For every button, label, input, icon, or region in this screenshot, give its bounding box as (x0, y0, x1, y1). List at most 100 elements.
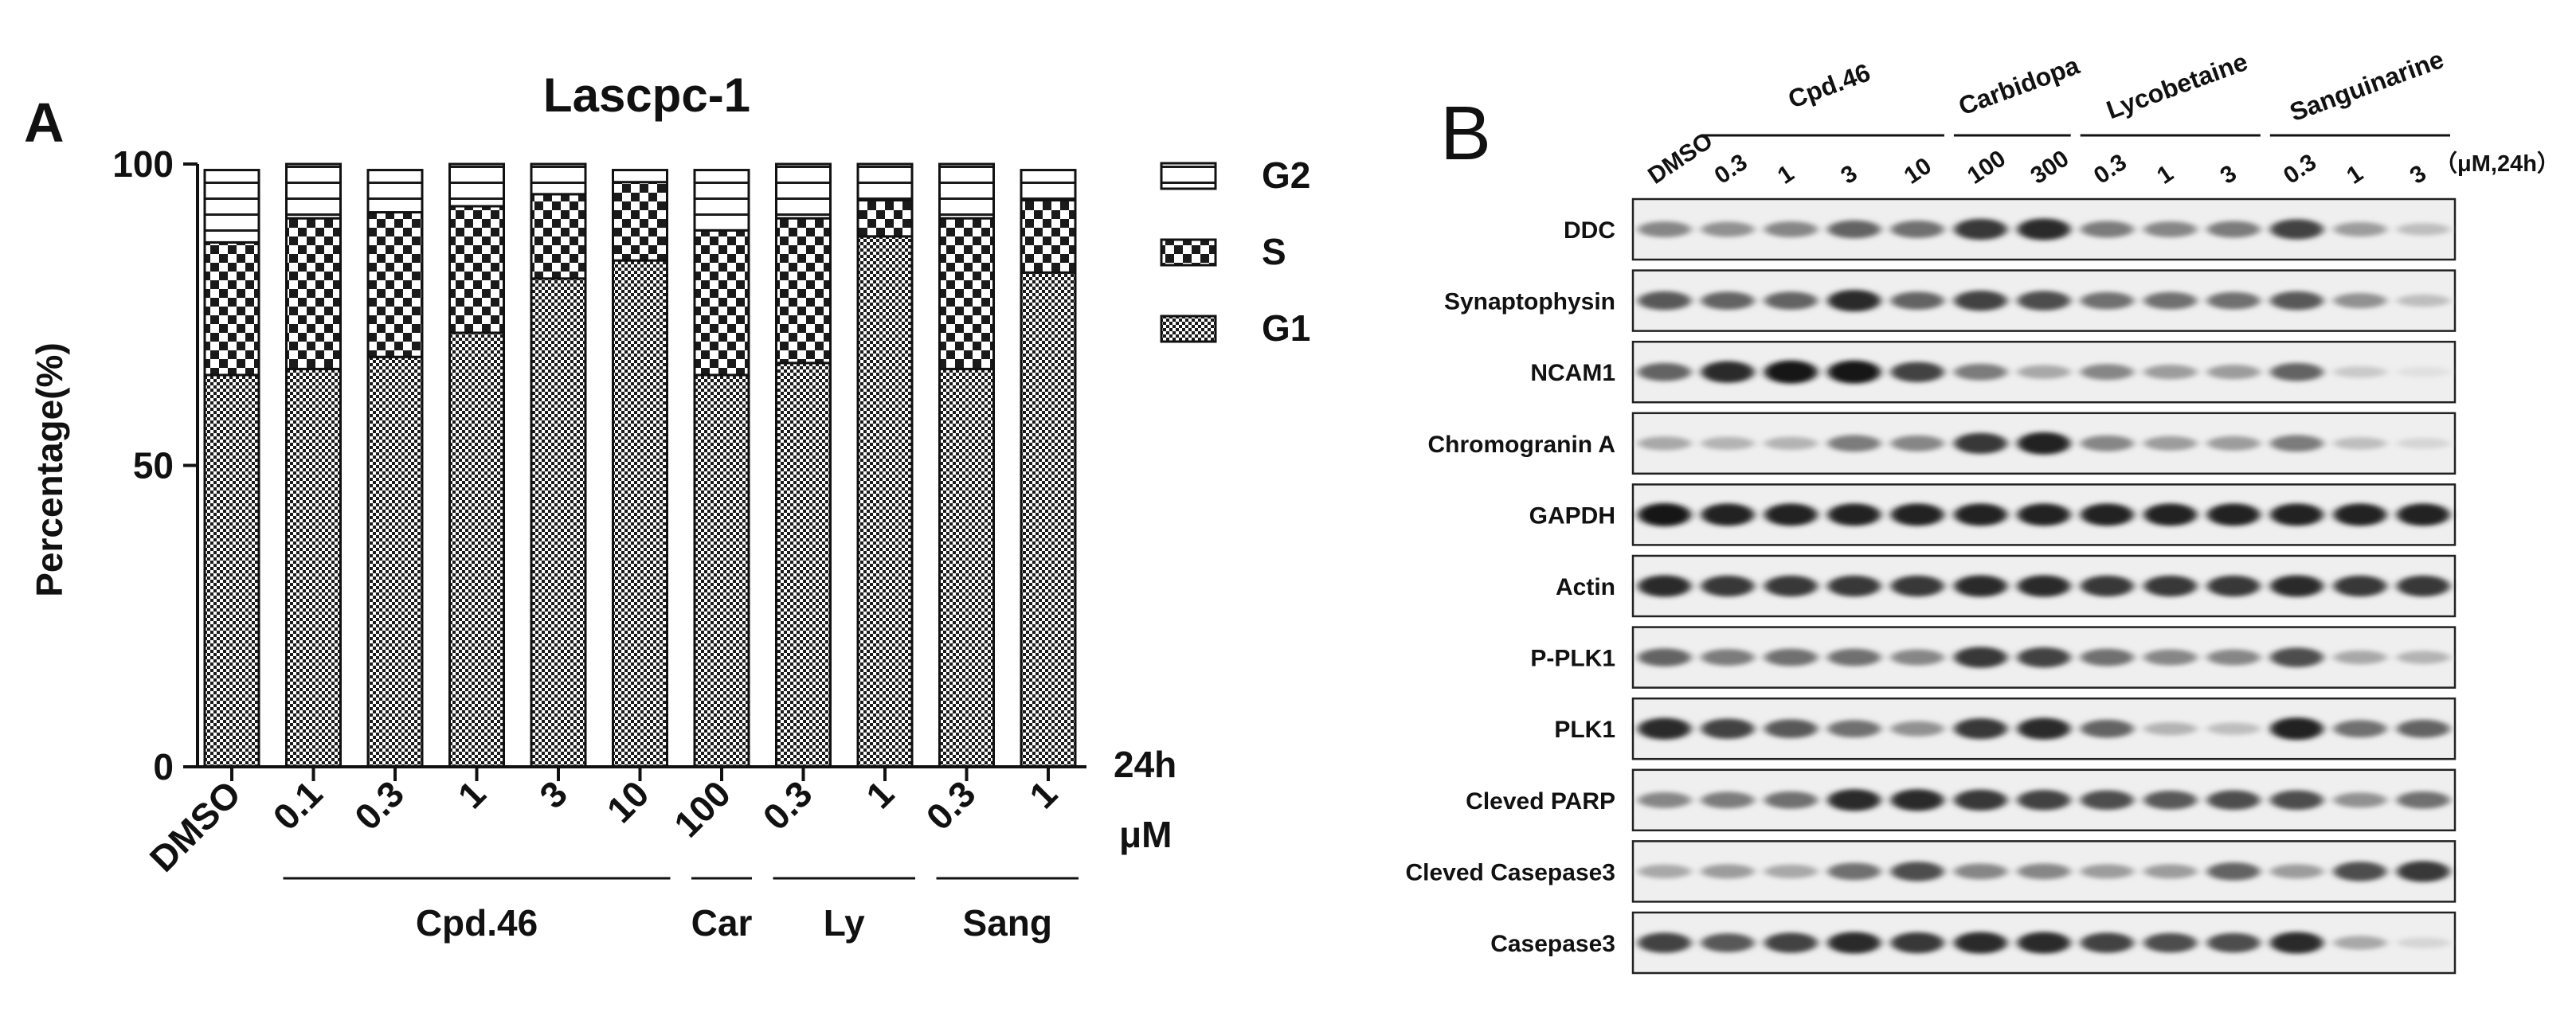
unit-label: μM (1119, 814, 1172, 855)
blot-band (2333, 575, 2387, 597)
blot-band (2206, 862, 2261, 881)
blot-band (2143, 503, 2198, 526)
blot-band (1638, 791, 1692, 808)
legend: G2 S G1 (1160, 154, 1310, 349)
blot-row: Actin (1556, 554, 2457, 618)
blot-band (2270, 219, 2323, 240)
blot-unit-label: （μM,24h） (2434, 150, 2560, 177)
blot-band (1764, 791, 1818, 809)
blot-band (1701, 575, 1755, 597)
bar-g1 (366, 355, 424, 768)
blot-band (2206, 575, 2261, 597)
blot-band (2081, 719, 2134, 738)
bar-g1 (1020, 271, 1077, 768)
x-tick-label: 1 (450, 772, 494, 816)
blot-band (2270, 575, 2323, 597)
blot-band (2206, 221, 2261, 238)
blot-band (2396, 437, 2450, 449)
bar-g1 (775, 362, 832, 768)
blot-band (1954, 863, 2007, 880)
blot-band (1827, 575, 1881, 597)
blot-label: Synaptophysin (1444, 289, 1615, 315)
blot-band (1701, 864, 1755, 879)
blot-band (1827, 648, 1881, 666)
blot-row: DDC (1564, 197, 2457, 261)
blot-band (2017, 932, 2071, 954)
blot-band (2081, 790, 2134, 811)
blot-band (1954, 218, 2007, 240)
blot-band (1827, 720, 1881, 738)
blot-band (1764, 719, 1818, 739)
bar-g2 (612, 169, 668, 184)
blot-band (2017, 365, 2071, 379)
blot-band (2396, 791, 2450, 809)
blot-row: NCAM1 (1530, 340, 2457, 404)
blot-band (1701, 503, 1755, 526)
blot-group-label: Sanguinarine (2286, 45, 2448, 127)
blot-band (1954, 363, 2007, 381)
y-axis-label: Percentage(%) (29, 342, 70, 597)
blot-band (1827, 932, 1881, 954)
blot-band (2270, 503, 2323, 526)
blot-band (1954, 647, 2007, 668)
blot-band (1764, 360, 1818, 384)
blot-band (1701, 933, 1755, 952)
blot-band (1827, 360, 1881, 384)
bar-g2 (693, 169, 750, 232)
lane-label: 1 (1773, 160, 1799, 190)
bar-s (938, 217, 995, 370)
blot-band (1638, 864, 1692, 879)
x-tick-label: 3 (531, 772, 575, 816)
blot-band (1764, 436, 1818, 451)
blot-group-label: Carbidopa (1955, 51, 2083, 121)
blot-band (2081, 221, 2134, 238)
bar-g1 (612, 259, 668, 768)
x-tick-label: DMSO (142, 772, 249, 879)
blot-band (2206, 503, 2261, 526)
blot-band (1638, 436, 1692, 451)
blot-band (2396, 719, 2450, 738)
bar-g1 (938, 367, 995, 768)
blot-label: NCAM1 (1530, 360, 1615, 386)
blot-band (1701, 791, 1755, 809)
blot-band (1701, 221, 1755, 237)
x-axis: DMSO 0.1 0.3 1 3 10 100 0.3 1 0.3 1 (142, 765, 1086, 880)
blot-band (2081, 291, 2134, 310)
blot-label: Chromogranin A (1427, 432, 1615, 458)
chart-title: Lascpc-1 (543, 68, 750, 122)
blot-band (1954, 503, 2007, 526)
blot-band (2143, 790, 2198, 810)
bar-s (366, 211, 424, 358)
bar-g2 (285, 162, 342, 220)
blot-band (2143, 721, 2198, 736)
blot-band (2396, 503, 2450, 526)
blot-band (1954, 789, 2007, 811)
blot-band (2333, 365, 2387, 378)
blot-band (1890, 721, 1944, 737)
blot-band (2396, 651, 2450, 664)
blot-band (2206, 649, 2261, 666)
blot-band (1701, 649, 1755, 666)
legend-label: G1 (1262, 307, 1310, 349)
blot-band (2396, 861, 2450, 882)
blot-band (1890, 503, 1944, 526)
blot-band (2206, 790, 2261, 811)
lane-label: 3 (1836, 160, 1862, 190)
blot-band (2333, 720, 2387, 738)
blot-band (2206, 291, 2261, 310)
lane-label: 300 (2026, 145, 2073, 189)
blot-band (2333, 936, 2387, 950)
blot-label: Cleved Casepase3 (1406, 859, 1616, 885)
blot-band (2270, 790, 2323, 811)
x-tick-label: 0.3 (755, 772, 820, 838)
blot-row: Casepase3 (1490, 911, 2457, 975)
blot-band (1638, 291, 1692, 311)
blot-band (2333, 293, 2387, 309)
blot-label: PLK1 (1554, 717, 1615, 743)
x-tick-label: 1 (858, 772, 902, 816)
bar-s (530, 193, 587, 280)
bar-g2 (448, 162, 505, 208)
